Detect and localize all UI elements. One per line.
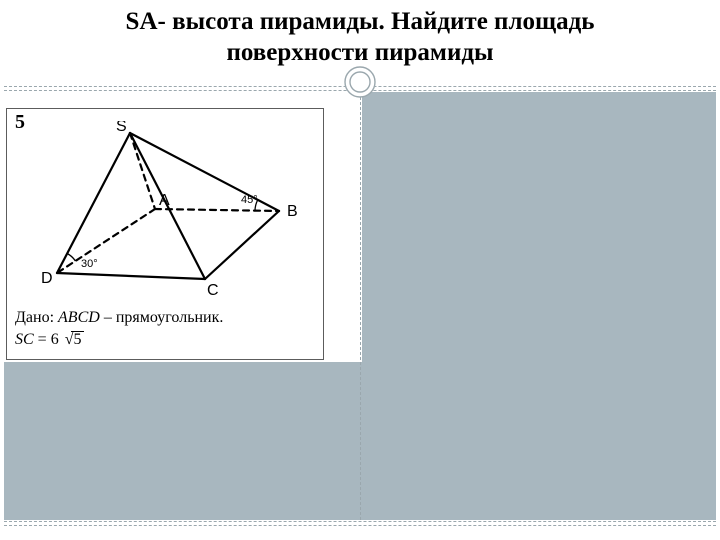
svg-text:30°: 30° — [81, 258, 98, 270]
svg-text:B: B — [287, 203, 298, 220]
divider-bottom-1 — [4, 521, 716, 522]
sc-eq: = 6 — [34, 331, 63, 348]
panel-bottom-left — [4, 362, 362, 520]
slide: SA- высота пирамиды. Найдите площадь пов… — [0, 0, 720, 540]
pyramid-diagram: 30° 45° S A B C D — [35, 121, 305, 301]
svg-text:A: A — [159, 192, 170, 209]
given-shape-text: – прямоугольник. — [100, 309, 224, 326]
svg-text:S: S — [116, 121, 127, 135]
given-shape-var: ABCD — [58, 309, 100, 326]
sqrt: √5 — [63, 329, 85, 351]
given-label: Дано: — [15, 309, 54, 326]
problem-card: 5 30°45°SABCD Дано: ABCD – прямоугольник… — [6, 108, 324, 360]
title-line-2: поверхности пирамиды — [226, 39, 493, 66]
page-title: SA- высота пирамиды. Найдите площадь пов… — [0, 6, 720, 69]
svg-text:C: C — [207, 282, 219, 299]
svg-text:D: D — [41, 270, 53, 287]
svg-text:45°: 45° — [241, 194, 258, 206]
sc-label: SC — [15, 331, 34, 348]
panel-right — [362, 92, 716, 520]
title-line-1: SA- высота пирамиды. Найдите площадь — [126, 8, 595, 35]
given-block: Дано: ABCD – прямоугольник. SC = 6 √5 — [15, 307, 223, 350]
divider-vertical — [360, 92, 361, 520]
problem-number: 5 — [15, 111, 25, 134]
ornament-circle — [342, 64, 378, 100]
divider-bottom-2 — [4, 525, 716, 526]
radicand: 5 — [71, 331, 84, 348]
